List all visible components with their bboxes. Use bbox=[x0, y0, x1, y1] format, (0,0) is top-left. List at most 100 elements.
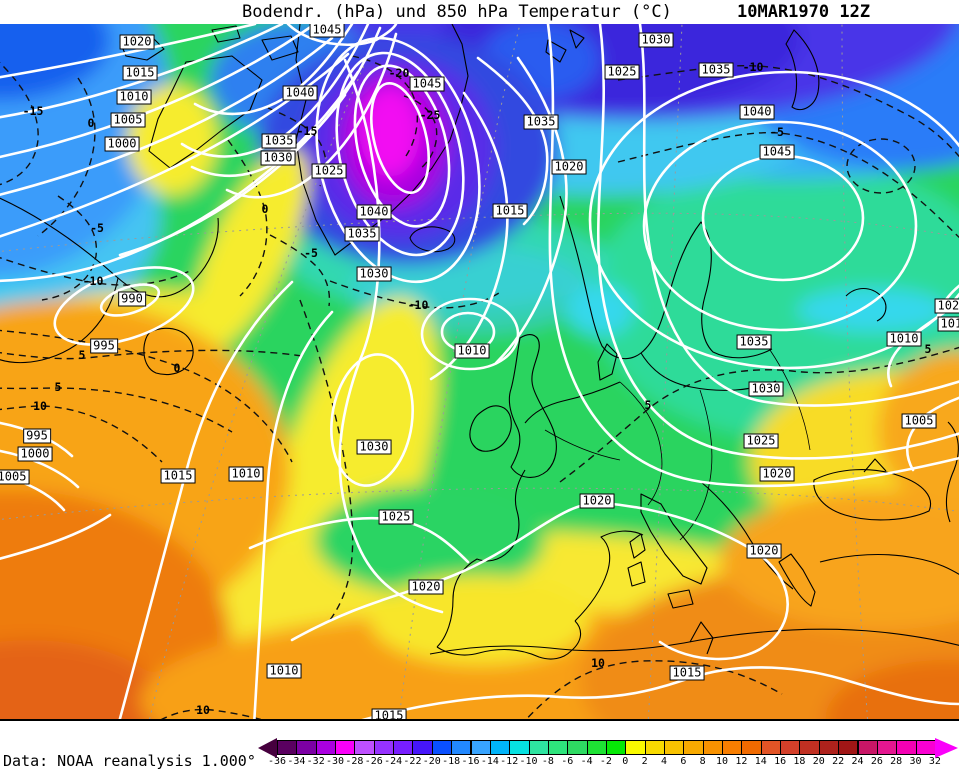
colorbar-tick-label: -4 bbox=[580, 756, 593, 767]
pressure-label: 1035 bbox=[523, 114, 559, 130]
colorbar-tick-label: -28 bbox=[345, 756, 364, 767]
colorbar-tick-label: -12 bbox=[500, 756, 519, 767]
pressure-label: 1005 bbox=[901, 413, 937, 429]
colorbar-tick-label: 28 bbox=[890, 756, 903, 767]
pressure-label: 1010 bbox=[266, 663, 302, 679]
colorbar-segment bbox=[915, 740, 936, 755]
colorbar-segment bbox=[393, 740, 414, 755]
colorbar-tick-label: -36 bbox=[267, 756, 287, 767]
pressure-label: 1015 bbox=[371, 708, 407, 719]
colorbar-tick-label: -22 bbox=[403, 756, 422, 767]
temperature-colorbar: -36 -34 -32 -30 -28 -26 -24 -22 -20 -18 -16 -14 -12-… bbox=[0, 735, 959, 770]
colorbar-segment bbox=[509, 740, 530, 755]
colorbar-segment bbox=[296, 740, 317, 755]
temperature-label: -5 bbox=[90, 221, 104, 235]
colorbar-tick-label: -10 bbox=[519, 756, 538, 767]
colorbar-tick-label: 16 bbox=[774, 756, 787, 767]
colorbar-right-arrow bbox=[934, 737, 958, 758]
colorbar-segment bbox=[528, 740, 549, 755]
colorbar-segment bbox=[547, 740, 569, 755]
colorbar-tick-label: 2 bbox=[641, 756, 648, 767]
colorbar-segment bbox=[664, 740, 685, 755]
colorbar-tick-label: 4 bbox=[660, 756, 668, 767]
colorbar-segment bbox=[412, 740, 433, 755]
colorbar-tick-label: -14 bbox=[480, 756, 499, 767]
chart-title: Bodendr. (hPa) und 850 hPa Temperatur (°… bbox=[242, 2, 672, 22]
colorbar-segment bbox=[818, 740, 840, 755]
colorbar-segment bbox=[335, 740, 356, 755]
pressure-label: 1010 bbox=[886, 331, 922, 347]
pressure-label: 1020 bbox=[759, 466, 795, 482]
pressure-label: 1025 bbox=[604, 64, 640, 80]
pressure-label: 1000 bbox=[104, 136, 140, 152]
colorbar-tick-label: 22 bbox=[832, 756, 845, 767]
colorbar-segment bbox=[605, 740, 627, 755]
pressure-label: 1040 bbox=[739, 104, 775, 120]
colorbar-tick-label: 12 bbox=[735, 756, 748, 767]
pressure-label: 1020 bbox=[746, 543, 782, 559]
temperature-label: -10 bbox=[742, 60, 764, 74]
pressure-label: 1025 bbox=[378, 509, 414, 525]
colorbar-segment bbox=[760, 740, 782, 755]
colorbar-tick-label: 10 bbox=[716, 756, 729, 767]
temperature-label: -5 bbox=[304, 246, 318, 260]
pressure-label: 1030 bbox=[356, 439, 392, 455]
temperature-label: 10 bbox=[33, 399, 47, 413]
colorbar-segment bbox=[586, 740, 607, 755]
temperature-label: 5 bbox=[78, 348, 86, 362]
pressure-label: 1015 bbox=[160, 468, 196, 484]
pressure-label: 1035 bbox=[698, 62, 734, 78]
colorbar-tick-label: 8 bbox=[699, 756, 706, 767]
pressure-label: 1025 bbox=[743, 433, 779, 449]
temperature-label: 0 bbox=[261, 202, 269, 216]
colorbar-segment bbox=[896, 740, 917, 755]
colorbar-tick-label: -30 bbox=[326, 756, 345, 767]
colorbar-segment bbox=[876, 740, 898, 755]
pressure-label: 1020 bbox=[119, 34, 155, 50]
colorbar-tick-label: -18 bbox=[442, 756, 461, 767]
colorbar-segment bbox=[780, 740, 801, 755]
colorbar-tick-label: -16 bbox=[461, 756, 480, 767]
colorbar-tick-label: 6 bbox=[680, 756, 687, 767]
pressure-label: 1035 bbox=[736, 334, 772, 350]
pressure-label: 1010 bbox=[116, 89, 152, 105]
coastlines bbox=[0, 24, 959, 660]
colorbar-tick-label: -24 bbox=[384, 756, 403, 767]
colorbar-segment bbox=[625, 740, 646, 755]
isobars bbox=[0, 24, 959, 719]
colorbar-segment bbox=[470, 740, 491, 755]
temperature-label: 5 bbox=[644, 398, 652, 412]
colorbar-tick-label: 24 bbox=[851, 756, 864, 767]
colorbar-tick-label: -20 bbox=[422, 756, 441, 767]
temperature-label: 5 bbox=[924, 342, 932, 356]
pressure-label: 1035 bbox=[261, 133, 297, 149]
pressure-label: 1030 bbox=[356, 266, 392, 282]
temperature-label: -5 bbox=[770, 125, 784, 139]
colorbar-segment bbox=[857, 740, 878, 755]
pressure-label: 995 bbox=[23, 428, 51, 444]
colorbar-tick-label: 14 bbox=[754, 756, 767, 767]
colorbar-segment bbox=[722, 740, 743, 755]
temperature-label: 10 bbox=[591, 656, 605, 670]
pressure-label: 1045 bbox=[409, 76, 445, 92]
colorbar-tick-label: -34 bbox=[287, 756, 306, 767]
map-graphic bbox=[0, 24, 959, 719]
pressure-label: 1015 bbox=[492, 203, 528, 219]
colorbar-tick-label: 20 bbox=[812, 756, 825, 767]
temperature-label: 0 bbox=[173, 361, 181, 375]
colorbar-tick-label: 30 bbox=[909, 756, 922, 767]
colorbar-tick-label: -32 bbox=[306, 756, 325, 767]
temperature-label: -20 bbox=[388, 66, 410, 80]
pressure-label: 1020 bbox=[408, 579, 444, 595]
colorbar-segment bbox=[315, 740, 337, 755]
colorbar-tick-label: 26 bbox=[870, 756, 883, 767]
colorbar-segment bbox=[799, 740, 820, 755]
footer-data-source: Data: NOAA reanalysis 1.000° bbox=[3, 752, 256, 770]
pressure-label: 1010 bbox=[228, 466, 264, 482]
colorbar-segment bbox=[489, 740, 511, 755]
colorbar-segment bbox=[451, 740, 472, 755]
colorbar-tick-label: -26 bbox=[364, 756, 383, 767]
colorbar-tick-label: 18 bbox=[793, 756, 806, 767]
pressure-label: 1020 bbox=[934, 298, 959, 314]
